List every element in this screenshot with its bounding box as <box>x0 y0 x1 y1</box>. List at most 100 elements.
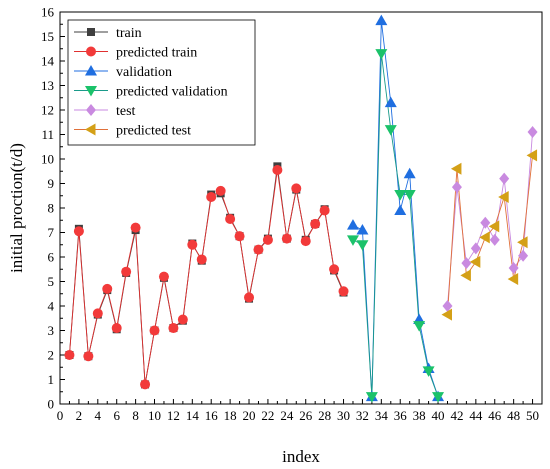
x-tick-label: 0 <box>57 408 64 423</box>
predicted-train-point <box>234 231 245 242</box>
predicted-test-point <box>498 190 509 203</box>
predicted-train-point <box>281 233 292 244</box>
predicted-validation-point <box>365 392 378 403</box>
x-tick-label: 36 <box>394 408 408 423</box>
series-lines <box>69 20 533 397</box>
x-tick-label: 30 <box>337 408 350 423</box>
predicted-test-line <box>447 155 533 315</box>
predicted-validation-line <box>352 53 439 397</box>
predicted-train-point <box>272 165 283 176</box>
x-tick-label: 10 <box>148 408 161 423</box>
plot-frame <box>59 11 543 405</box>
test-point <box>518 249 529 262</box>
predicted-test-point <box>507 273 519 286</box>
y-tick-label: 9 <box>48 176 55 191</box>
legend-label: predicted train <box>116 46 197 61</box>
series-markers <box>64 14 538 403</box>
predicted-train-point <box>244 292 255 303</box>
x-tick-label: 6 <box>113 408 120 423</box>
validation-point <box>356 224 369 235</box>
x-tick-label: 34 <box>375 408 389 423</box>
predicted-train-point <box>262 234 273 245</box>
predicted-train-point <box>319 205 330 216</box>
y-tick-label: 6 <box>48 250 55 265</box>
x-tick-label: 24 <box>280 408 294 423</box>
predicted-train-point <box>291 183 302 194</box>
y-tick-label: 11 <box>41 127 54 142</box>
y-tick-label: 13 <box>41 78 54 93</box>
x-tick-label: 42 <box>450 408 463 423</box>
test-point <box>480 216 491 229</box>
y-tick-label: 2 <box>48 348 55 363</box>
x-tick-label: 46 <box>488 408 502 423</box>
predicted-train-point <box>206 191 217 202</box>
predicted-test-point <box>526 149 538 162</box>
x-tick-label: 48 <box>507 408 520 423</box>
tick-labels: 0 2 4 6 8 10 12 14 16 18 20 22 24 26 28 30 32 34 36 38 40 42 4… <box>41 5 539 424</box>
x-tick-label: 38 <box>413 408 426 423</box>
predicted-train-point <box>111 323 122 334</box>
legend-marker <box>87 28 95 36</box>
predicted-validation-point <box>403 190 416 201</box>
y-tick-label: 1 <box>48 372 55 387</box>
test-point <box>451 181 462 194</box>
x-tick-label: 40 <box>432 408 445 423</box>
predicted-train-point <box>102 283 113 294</box>
legend-marker <box>86 46 96 57</box>
x-axis-title: index <box>282 447 320 466</box>
test-point <box>489 233 500 246</box>
legend-marker <box>85 65 97 76</box>
legend: train predicted train validation predicted … <box>67 19 256 146</box>
y-tick-label: 7 <box>48 225 55 240</box>
predicted-train-point <box>300 236 311 247</box>
predicted-validation-point <box>375 49 388 60</box>
x-tick-label: 4 <box>95 408 102 423</box>
predicted-test-point <box>488 220 500 233</box>
validation-point <box>394 204 407 215</box>
predicted-train-point <box>158 271 169 282</box>
predicted-train-point <box>83 351 94 362</box>
predicted-test-point <box>460 269 471 282</box>
x-tick-label: 12 <box>167 408 180 423</box>
legend-marker <box>85 123 96 136</box>
x-tick-label: 2 <box>76 408 83 423</box>
predicted-validation-point <box>346 235 359 246</box>
legend-label: predicted test <box>116 124 191 139</box>
y-tick-label: 10 <box>41 152 54 167</box>
predicted-test-point <box>441 308 452 321</box>
y-tick-label: 4 <box>48 299 55 314</box>
legend-label: test <box>116 104 136 119</box>
predicted-validation-point <box>394 190 407 201</box>
y-tick-label: 12 <box>41 103 54 118</box>
predicted-train-point <box>140 379 151 390</box>
x-tick-label: 8 <box>132 408 139 423</box>
predicted-train-point <box>121 266 132 277</box>
y-tick-label: 5 <box>48 274 55 289</box>
y-tick-label: 14 <box>41 54 55 69</box>
predicted-train-point <box>187 239 198 250</box>
test-point <box>470 242 481 255</box>
test-point <box>527 126 538 139</box>
predicted-test-point <box>469 255 481 268</box>
validation-point <box>375 14 388 26</box>
predicted-validation-point <box>356 240 369 251</box>
predicted-train-point <box>338 286 349 297</box>
predicted-train-point <box>225 214 236 225</box>
predicted-validation-point <box>413 321 426 332</box>
predicted-test-point <box>479 231 490 244</box>
predicted-validation-point <box>432 392 445 403</box>
y-axis-title: initial proction(t/d) <box>7 143 26 273</box>
predicted-validation-point <box>384 125 397 136</box>
legend-marker <box>85 86 97 97</box>
test-point <box>508 262 519 275</box>
y-tick-label: 3 <box>48 323 55 338</box>
predicted-train-point <box>92 308 103 319</box>
predicted-test-point <box>517 236 528 249</box>
predicted-train-point <box>253 244 264 255</box>
y-tick-label: 16 <box>41 5 55 20</box>
y-tick-label: 0 <box>48 397 55 412</box>
y-tick-label: 8 <box>48 201 55 216</box>
predicted-train-point <box>149 325 160 336</box>
x-tick-label: 14 <box>186 408 200 423</box>
